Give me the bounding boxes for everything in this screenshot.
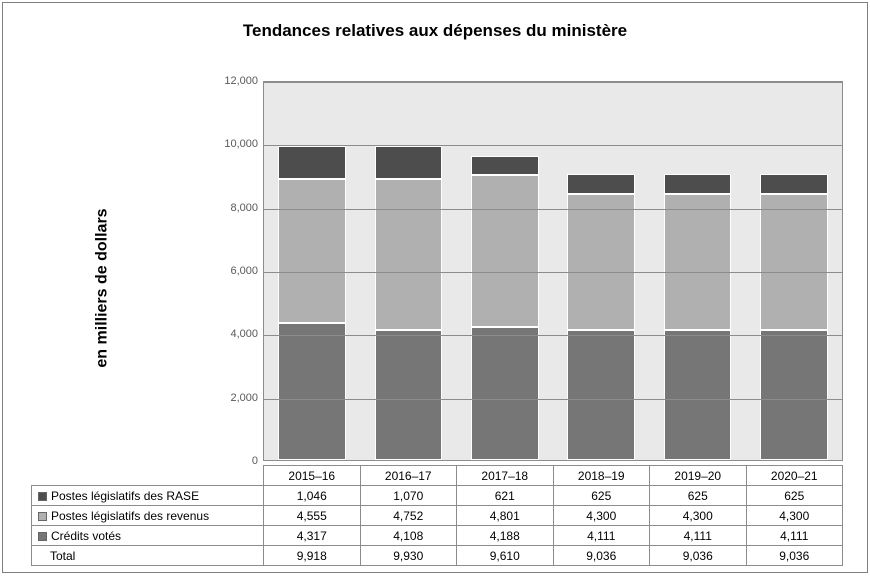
bar-column [360,82,456,460]
table-total-cell: 9,918 [264,546,361,566]
table-cell: 4,111 [650,526,747,546]
chart-frame: Tendances relatives aux dépenses du mini… [2,2,868,573]
bars-row [264,82,842,460]
bar-column [649,82,745,460]
legend-label-text: Crédits votés [51,529,121,543]
table-cell: 4,752 [360,506,457,526]
chart-title: Tendances relatives aux dépenses du mini… [3,21,867,41]
bar-segment-revenus [471,175,538,327]
bar-segment-rase [471,156,538,176]
table-total-cell: 9,610 [457,546,554,566]
table-total-cell: 9,036 [553,546,650,566]
table-cell: 4,801 [457,506,554,526]
bar-segment-rase [278,146,345,179]
y-tick-label: 6,000 [208,265,258,277]
y-tick-label: 4,000 [208,328,258,340]
bar-column [457,82,553,460]
table-cell: 625 [553,486,650,506]
legend-swatch [38,492,47,501]
y-tick-label: 8,000 [208,202,258,214]
y-tick-label: 12,000 [208,75,258,87]
table-cell: 1,070 [360,486,457,506]
table-total-label: Total [32,546,264,566]
table-category-header: 2020–21 [746,466,843,486]
bar-stack [278,146,345,460]
table-category-header: 2016–17 [360,466,457,486]
table-row: Postes législatifs des revenus 4,5554,752… [32,506,843,526]
table-category-header: 2015–16 [264,466,361,486]
bar-segment-credits [375,330,442,460]
table-total-cell: 9,930 [360,546,457,566]
table-row-label: Crédits votés [32,526,264,546]
table-category-header: 2017–18 [457,466,554,486]
table-cell: 4,555 [264,506,361,526]
plot-wrap: 02,0004,0006,0008,00010,00012,000 [223,81,843,461]
bar-segment-credits [471,327,538,460]
table-cell: 4,108 [360,526,457,546]
bar-stack [471,156,538,460]
data-table: 2015–162016–172017–182018–192019–202020–… [31,465,843,566]
table-row: Postes législatifs des RASE 1,0461,070621… [32,486,843,506]
bar-segment-rase [375,146,442,180]
grid-line [264,82,842,83]
table-total-cell: 9,036 [650,546,747,566]
y-tick-label: 2,000 [208,392,258,404]
table-row: Crédits votés4,3174,1084,1884,1114,1114,… [32,526,843,546]
grid-line [264,145,842,146]
table-row-label: Postes législatifs des revenus [32,506,264,526]
bar-stack [375,146,442,460]
table-corner-cell [32,466,264,486]
bar-column [746,82,842,460]
y-axis-label: en milliers de dollars [94,208,112,367]
bar-segment-revenus [278,179,345,323]
bar-column [264,82,360,460]
grid-line [264,272,842,273]
table-header-row: 2015–162016–172017–182018–192019–202020–… [32,466,843,486]
table-cell: 4,188 [457,526,554,546]
bar-segment-credits [278,323,345,460]
table-total-row: Total9,9189,9309,6109,0369,0369,036 [32,546,843,566]
table-category-header: 2019–20 [650,466,747,486]
bar-stack [760,174,827,460]
legend-label-text: Postes législatifs des RASE [51,489,199,503]
legend-swatch [38,532,47,541]
bar-segment-rase [664,174,731,194]
grid-line [264,209,842,210]
bar-column [553,82,649,460]
table-cell: 1,046 [264,486,361,506]
legend-label-text: Postes législatifs des revenus [51,509,209,523]
table-cell: 4,300 [650,506,747,526]
y-tick-label: 10,000 [208,138,258,150]
bar-stack [664,174,731,460]
bar-segment-rase [567,174,634,194]
bar-segment-revenus [375,179,442,329]
table-cell: 4,317 [264,526,361,546]
grid-line [264,335,842,336]
bar-segment-rase [760,174,827,194]
table-cell: 625 [650,486,747,506]
bar-segment-credits [567,330,634,460]
table-cell: 621 [457,486,554,506]
bar-stack [567,174,634,460]
table-cell: 4,111 [746,526,843,546]
bar-segment-credits [760,330,827,460]
bar-segment-revenus [664,194,731,330]
table-cell: 4,111 [553,526,650,546]
bar-segment-credits [664,330,731,460]
bar-segment-revenus [567,194,634,330]
grid-line [264,399,842,400]
bar-segment-revenus [760,194,827,330]
table-category-header: 2018–19 [553,466,650,486]
plot-area [263,81,843,461]
table-cell: 4,300 [553,506,650,526]
table-cell: 625 [746,486,843,506]
legend-swatch [38,512,47,521]
table-row-label: Postes législatifs des RASE [32,486,264,506]
table-total-cell: 9,036 [746,546,843,566]
table-cell: 4,300 [746,506,843,526]
